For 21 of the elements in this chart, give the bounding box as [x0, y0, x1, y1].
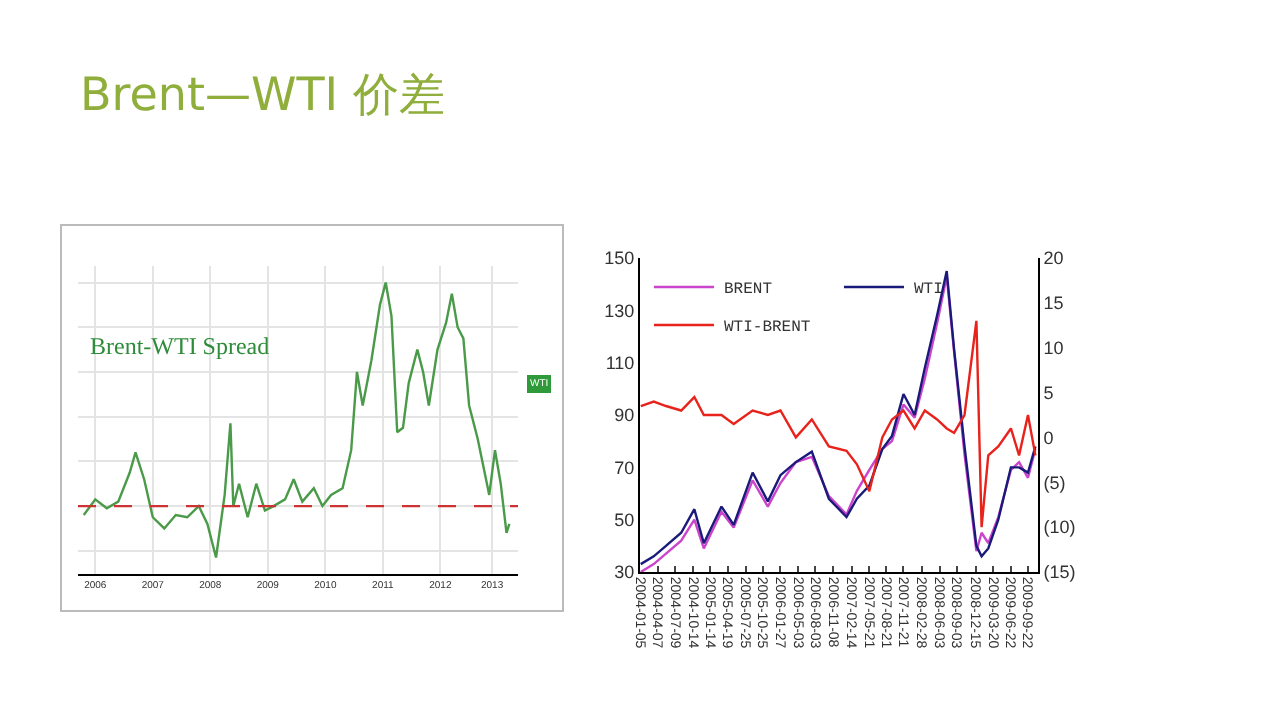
y2-tick-label: 0 — [1043, 427, 1054, 448]
y2-tick-label: 15 — [1043, 293, 1064, 314]
y-tick-label: 110 — [605, 352, 635, 373]
y-tick-label: 130 — [604, 300, 635, 321]
annotation: Brent-WTI Spread — [90, 332, 270, 360]
y-tick-label: 50 — [614, 509, 635, 530]
y2-tick-label: 5 — [1043, 382, 1054, 403]
y2-tick-label: (5) — [1043, 472, 1066, 493]
legend-label: WTI-BRENT — [723, 319, 811, 338]
y2-tick-label: 10 — [1043, 338, 1064, 359]
y-tick-label: 30 — [614, 562, 635, 583]
y-tick-label: 150 — [604, 248, 635, 269]
y2-tick-label: (10) — [1043, 517, 1076, 538]
legend-label: WTI — [913, 281, 943, 300]
chart-title: Brent—WTI 价差 — [80, 68, 445, 126]
y-tick-label: 90 — [614, 405, 635, 426]
y-tick-label: 70 — [614, 457, 635, 478]
y2-tick-label: (15) — [1043, 562, 1076, 583]
legend-label: BRENT — [723, 281, 773, 300]
line-series — [640, 319, 1037, 529]
y2-tick-label: 20 — [1043, 248, 1064, 269]
